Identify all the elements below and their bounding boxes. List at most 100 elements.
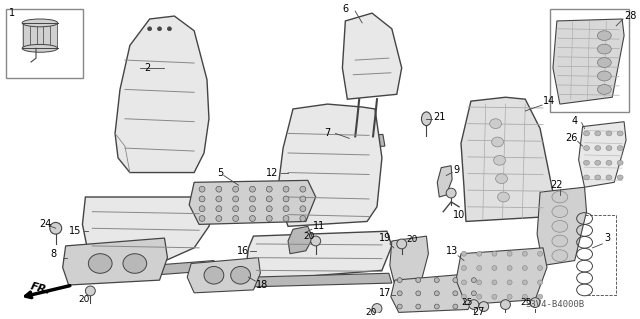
Polygon shape xyxy=(579,122,626,187)
Polygon shape xyxy=(537,187,586,265)
Ellipse shape xyxy=(300,206,306,212)
Text: 21: 21 xyxy=(433,112,445,122)
Ellipse shape xyxy=(250,216,255,221)
Ellipse shape xyxy=(597,31,611,41)
Ellipse shape xyxy=(435,278,439,283)
Text: 9: 9 xyxy=(453,165,460,174)
Ellipse shape xyxy=(522,251,527,256)
Text: 25: 25 xyxy=(520,298,532,307)
Ellipse shape xyxy=(453,291,458,296)
Ellipse shape xyxy=(250,196,255,202)
Ellipse shape xyxy=(617,131,623,136)
Ellipse shape xyxy=(522,280,527,285)
Ellipse shape xyxy=(617,175,623,180)
Ellipse shape xyxy=(477,280,482,285)
Ellipse shape xyxy=(497,192,509,202)
Text: 20: 20 xyxy=(406,234,418,243)
FancyBboxPatch shape xyxy=(550,9,629,112)
Ellipse shape xyxy=(416,304,420,309)
Ellipse shape xyxy=(507,251,512,256)
Ellipse shape xyxy=(507,294,512,299)
Polygon shape xyxy=(390,236,428,285)
Text: 4: 4 xyxy=(572,116,578,126)
Text: 6: 6 xyxy=(342,4,349,14)
Ellipse shape xyxy=(204,266,224,284)
Ellipse shape xyxy=(397,291,402,296)
Polygon shape xyxy=(246,231,392,280)
Polygon shape xyxy=(456,248,547,305)
Text: 20: 20 xyxy=(365,308,376,317)
Ellipse shape xyxy=(397,304,402,309)
Ellipse shape xyxy=(283,186,289,192)
Text: 26: 26 xyxy=(564,133,577,143)
Ellipse shape xyxy=(477,266,482,271)
Ellipse shape xyxy=(492,251,497,256)
Ellipse shape xyxy=(493,155,506,165)
Ellipse shape xyxy=(300,186,306,192)
Ellipse shape xyxy=(266,206,272,212)
Ellipse shape xyxy=(461,251,467,256)
Ellipse shape xyxy=(199,206,205,212)
Ellipse shape xyxy=(492,280,497,285)
Polygon shape xyxy=(342,13,402,99)
Text: 12: 12 xyxy=(266,167,278,178)
Ellipse shape xyxy=(50,222,61,234)
Ellipse shape xyxy=(453,278,458,283)
Ellipse shape xyxy=(372,304,382,313)
Polygon shape xyxy=(115,16,209,173)
Ellipse shape xyxy=(472,304,476,309)
Ellipse shape xyxy=(230,266,250,284)
Polygon shape xyxy=(553,19,624,104)
Polygon shape xyxy=(244,273,392,287)
Ellipse shape xyxy=(453,304,458,309)
Polygon shape xyxy=(188,258,260,293)
Ellipse shape xyxy=(500,300,511,309)
Ellipse shape xyxy=(617,160,623,165)
Ellipse shape xyxy=(266,196,272,202)
Ellipse shape xyxy=(492,137,504,147)
Ellipse shape xyxy=(595,131,601,136)
Polygon shape xyxy=(391,273,479,312)
Polygon shape xyxy=(83,261,217,280)
Ellipse shape xyxy=(530,298,540,308)
Ellipse shape xyxy=(199,186,205,192)
Ellipse shape xyxy=(233,186,239,192)
Ellipse shape xyxy=(88,254,112,273)
Text: 27: 27 xyxy=(472,308,484,317)
Ellipse shape xyxy=(584,160,589,165)
Ellipse shape xyxy=(123,254,147,273)
Polygon shape xyxy=(461,97,553,221)
Text: 8: 8 xyxy=(51,249,57,259)
Ellipse shape xyxy=(250,206,255,212)
Ellipse shape xyxy=(538,294,543,299)
Ellipse shape xyxy=(148,27,152,31)
Ellipse shape xyxy=(492,266,497,271)
Ellipse shape xyxy=(595,146,601,151)
Ellipse shape xyxy=(216,216,222,221)
Ellipse shape xyxy=(595,175,601,180)
Ellipse shape xyxy=(397,278,402,283)
Ellipse shape xyxy=(606,131,612,136)
Ellipse shape xyxy=(595,160,601,165)
Ellipse shape xyxy=(597,71,611,81)
Ellipse shape xyxy=(216,206,222,212)
Ellipse shape xyxy=(311,236,321,246)
Ellipse shape xyxy=(266,216,272,221)
Ellipse shape xyxy=(472,278,476,283)
Ellipse shape xyxy=(422,112,431,126)
Ellipse shape xyxy=(552,191,568,203)
Polygon shape xyxy=(83,197,214,267)
Ellipse shape xyxy=(416,291,420,296)
Text: 3: 3 xyxy=(604,233,611,243)
Ellipse shape xyxy=(552,250,568,262)
Ellipse shape xyxy=(216,186,222,192)
Text: 13: 13 xyxy=(446,246,458,256)
Ellipse shape xyxy=(507,280,512,285)
Ellipse shape xyxy=(597,58,611,67)
Text: 22: 22 xyxy=(550,180,563,190)
Ellipse shape xyxy=(606,160,612,165)
Ellipse shape xyxy=(495,174,508,183)
Polygon shape xyxy=(437,166,452,197)
Ellipse shape xyxy=(199,196,205,202)
Text: 10: 10 xyxy=(453,210,465,219)
